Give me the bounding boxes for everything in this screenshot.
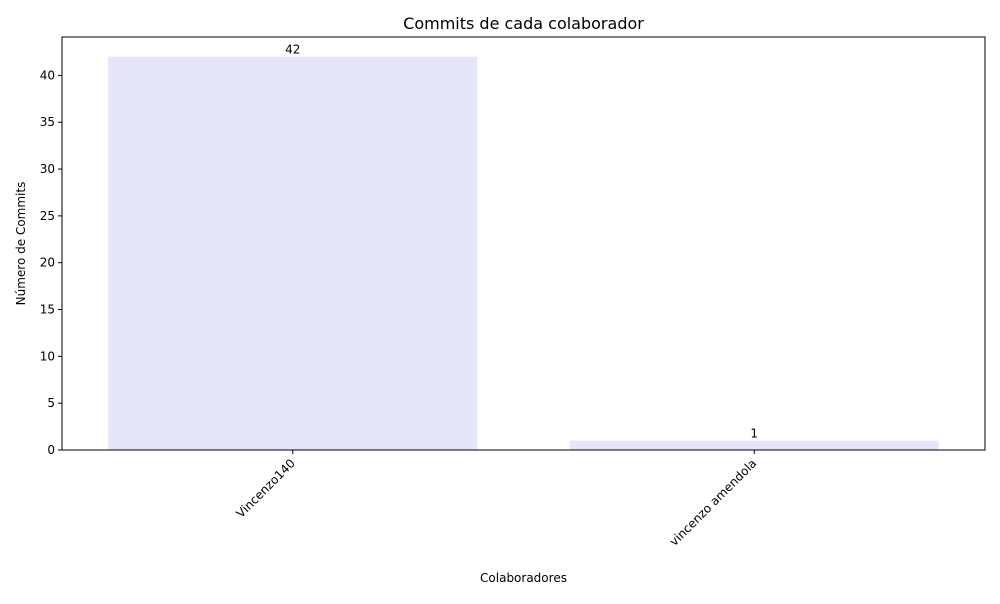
x-tick-label: vincenzo amendola — [667, 456, 759, 548]
y-tick-label: 20 — [40, 256, 55, 270]
y-tick-label: 25 — [40, 209, 55, 223]
y-tick-label: 40 — [40, 68, 55, 82]
y-tick-label: 10 — [40, 349, 55, 363]
bar — [108, 56, 478, 451]
y-tick-label: 30 — [40, 162, 55, 176]
y-axis-label: Número de Commits — [14, 182, 28, 306]
y-tick-label: 0 — [47, 443, 55, 457]
bar — [569, 440, 939, 450]
plot-area: 42 Vincenzo140 1 vincenzo amendola 0 5 10 15 20 2… — [40, 43, 939, 549]
chart-title: Commits de cada colaborador — [403, 14, 644, 33]
bar-value-label: 1 — [750, 427, 758, 441]
y-tick-label: 5 — [47, 396, 55, 410]
y-tick-label: 15 — [40, 303, 55, 317]
x-axis-label: Colaboradores — [480, 571, 567, 585]
bar-value-label: 42 — [285, 43, 300, 57]
plot-frame — [61, 36, 986, 451]
x-tick-label: Vincenzo140 — [234, 456, 298, 520]
y-tick-label: 35 — [40, 115, 55, 129]
